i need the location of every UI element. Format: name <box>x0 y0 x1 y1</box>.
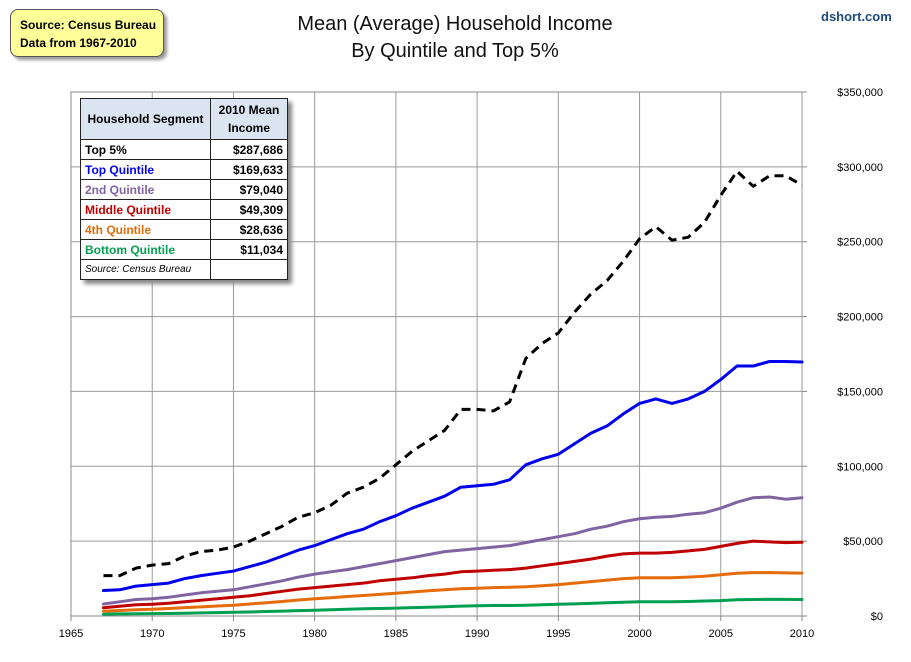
legend-header-row: Household Segment 2010 Mean Income <box>80 98 288 140</box>
brand-label: dshort.com <box>821 9 892 24</box>
chart-subtitle: By Quintile and Top 5% <box>351 40 559 62</box>
legend-value: $169,633 <box>210 159 288 180</box>
legend-row: Bottom Quintile $11,034 <box>80 239 288 260</box>
x-tick-label: 1985 <box>384 628 408 640</box>
legend-label: Top 5% <box>80 139 211 160</box>
legend-label: Middle Quintile <box>80 199 211 220</box>
legend-row: 2nd Quintile $79,040 <box>80 179 288 200</box>
source-line-2: Data from 1967-2010 <box>20 36 137 50</box>
legend-label: Top Quintile <box>80 159 211 180</box>
legend-row: Middle Quintile $49,309 <box>80 199 288 220</box>
y-tick-label: $300,000 <box>837 162 883 174</box>
x-tick-label: 2010 <box>790 628 814 640</box>
y-tick-label: $100,000 <box>837 461 883 473</box>
legend-row: 4th Quintile $28,636 <box>80 219 288 240</box>
header-segment: Household Segment <box>80 98 211 140</box>
x-tick-label: 1965 <box>59 628 83 640</box>
x-tick-label: 1990 <box>465 628 489 640</box>
series-line-4th-quintile <box>102 571 804 613</box>
chart-title: Mean (Average) Household Income <box>297 13 613 35</box>
legend-empty-cell <box>210 259 288 280</box>
x-axis-ticks: 1965 1970 1975 1980 1985 1990 1995 2000 2005 2010 <box>59 616 814 640</box>
legend-label: Bottom Quintile <box>80 239 211 260</box>
legend-value: $79,040 <box>210 179 288 200</box>
legend-table: Household Segment 2010 Mean Income Top 5… <box>80 98 288 280</box>
series-line-top-quintile <box>102 360 804 592</box>
y-axis-ticks: $0 $50,000 $100,000 $150,000 $200,000 $250,00… <box>802 87 883 623</box>
source-callout: Source: Census Bureau Data from 1967-201… <box>10 9 164 57</box>
series-line-bottom-quintile <box>102 597 804 616</box>
y-tick-label: $250,000 <box>837 237 883 249</box>
legend-source-row: Source: Census Bureau <box>80 259 288 280</box>
x-tick-label: 1975 <box>221 628 245 640</box>
y-tick-label: $0 <box>871 611 883 623</box>
legend-value: $28,636 <box>210 219 288 240</box>
series-lines <box>102 169 804 616</box>
x-tick-label: 2005 <box>709 628 733 640</box>
legend-value: $49,309 <box>210 199 288 220</box>
y-tick-label: $200,000 <box>837 312 883 324</box>
legend-row: Top Quintile $169,633 <box>80 159 288 180</box>
legend-value: $287,686 <box>210 139 288 160</box>
x-tick-label: 1970 <box>140 628 164 640</box>
chart-title-block: Mean (Average) Household Income By Quint… <box>200 11 710 65</box>
y-tick-label: $150,000 <box>837 386 883 398</box>
series-line-middle-quintile <box>102 539 804 610</box>
y-tick-label: $350,000 <box>837 87 883 99</box>
x-tick-label: 2000 <box>627 628 651 640</box>
legend-label: 4th Quintile <box>80 219 211 240</box>
legend-label: 2nd Quintile <box>80 179 211 200</box>
header-income: 2010 Mean Income <box>210 98 288 140</box>
x-tick-label: 1995 <box>546 628 570 640</box>
legend-source-note: Source: Census Bureau <box>80 259 211 280</box>
legend-row: Top 5% $287,686 <box>80 139 288 160</box>
series-line-top-5 <box>103 169 803 578</box>
source-line-1: Source: Census Bureau <box>20 18 157 32</box>
series-line-2nd-quintile <box>102 495 804 606</box>
legend-value: $11,034 <box>210 239 288 260</box>
x-tick-label: 1980 <box>302 628 326 640</box>
y-tick-label: $50,000 <box>843 536 883 548</box>
